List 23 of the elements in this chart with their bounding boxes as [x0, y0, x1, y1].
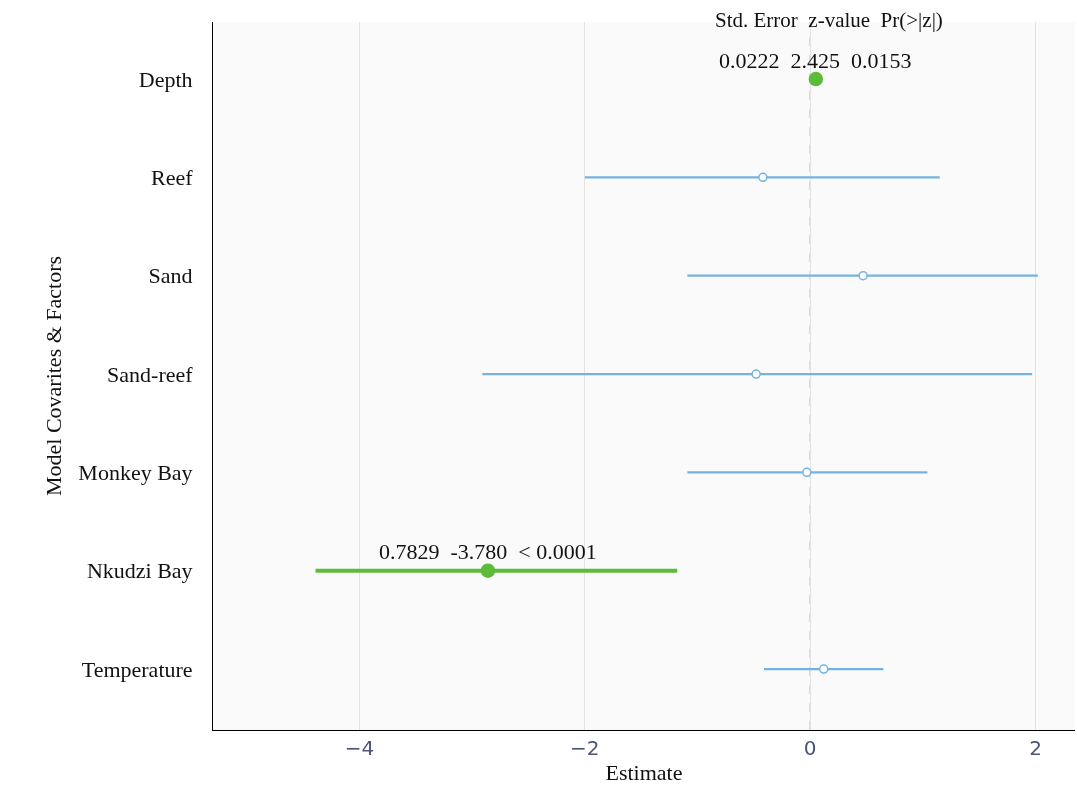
annotation: Std. Error z-value Pr(>|z|)	[715, 8, 943, 32]
y-axis-title: Model Covarites & Factors	[41, 255, 67, 497]
y-tick-label: Nkudzi Bay	[86, 558, 193, 584]
y-tick-label: Monkey Bay	[78, 460, 193, 486]
x-tick-label: 0	[803, 736, 817, 760]
y-tick-label: Sand-reef	[107, 361, 194, 387]
y-tick-label: Reef	[151, 165, 194, 191]
point	[751, 369, 761, 379]
annotation: 0.0222 2.425 0.0153	[719, 48, 912, 73]
y-tick-label: Sand	[148, 263, 193, 289]
point	[858, 270, 868, 281]
point	[758, 172, 768, 183]
x-tick-label: −2	[570, 736, 600, 760]
annotation: 0.7829 -3.780 < 0.0001	[379, 539, 597, 564]
y-tick-label: Temperature	[81, 656, 193, 682]
point	[480, 563, 496, 578]
point	[808, 71, 824, 87]
x-axis-title: Estimate	[605, 760, 683, 785]
x-tick-label: −4	[344, 736, 375, 760]
point	[802, 467, 812, 478]
x-tick-label: 2	[1029, 736, 1042, 760]
point	[818, 664, 829, 674]
y-tick-label: Depth	[138, 66, 193, 92]
